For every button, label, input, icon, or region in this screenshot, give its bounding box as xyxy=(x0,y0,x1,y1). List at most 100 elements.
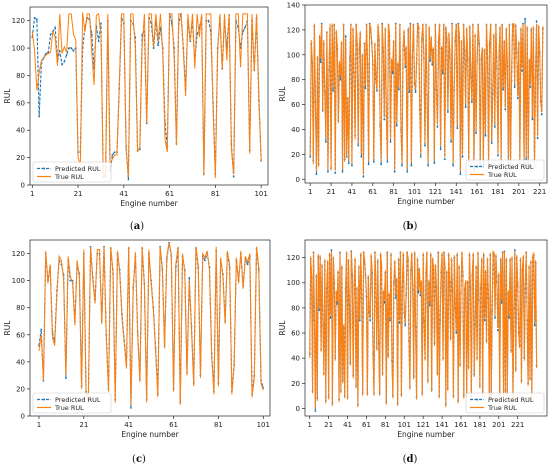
legend-box xyxy=(465,392,545,414)
y-tick-label: 20 xyxy=(291,380,300,388)
predicted-rul-point xyxy=(436,126,439,128)
x-tick-label: 1 xyxy=(308,188,312,196)
panel-d: 1 21 41 61 81 101 121 141 161 181 201 2210204060801… xyxy=(278,239,548,465)
x-axis-label: Engine number xyxy=(397,197,455,206)
predicted-rul-point xyxy=(61,63,63,66)
legend-label: True RUL xyxy=(487,404,517,412)
x-tick-label: 41 xyxy=(119,190,128,198)
predicted-rul-point xyxy=(69,279,72,282)
predicted-rul-point xyxy=(329,317,332,319)
predicted-rul-point xyxy=(419,155,422,158)
predicted-rul-point xyxy=(535,20,538,23)
predicted-rul-point xyxy=(386,160,389,163)
x-tick-label: 141 xyxy=(435,421,448,429)
predicted-rul-point xyxy=(496,329,499,332)
y-tick-label: 0 xyxy=(21,413,25,421)
predicted-rul-point xyxy=(358,319,361,322)
panel-caption: (b) xyxy=(403,221,418,232)
predicted-rul-point xyxy=(157,44,160,47)
predicted-rul-point xyxy=(372,160,375,163)
predicted-rul-point xyxy=(70,47,73,49)
predicted-rul-point xyxy=(533,324,536,327)
x-tick-label: 141 xyxy=(450,188,463,196)
predicted-rul-point xyxy=(188,277,191,279)
predicted-rul-point xyxy=(383,301,386,304)
x-tick-label: 41 xyxy=(343,421,352,429)
predicted-rul-point xyxy=(394,296,397,299)
y-tick-label: 80 xyxy=(291,76,300,84)
predicted-rul-point xyxy=(65,54,68,56)
x-tick-label: 1 xyxy=(37,421,41,429)
predicted-rul-point xyxy=(315,173,318,176)
predicted-rul-point xyxy=(341,170,344,173)
x-tick-label: 181 xyxy=(473,421,486,429)
predicted-rul-point xyxy=(397,88,400,91)
x-tick-label: 81 xyxy=(381,421,390,429)
predicted-rul-point xyxy=(49,33,52,36)
predicted-rul-point xyxy=(344,35,347,38)
predicted-rul-point xyxy=(364,87,367,90)
x-tick-label: 201 xyxy=(492,421,505,429)
legend-label: True RUL xyxy=(54,173,84,181)
x-tick-label: 41 xyxy=(124,421,133,429)
predicted-rul-point xyxy=(362,175,365,178)
predicted-rul-point xyxy=(401,164,403,167)
predicted-rul-point xyxy=(461,155,464,158)
y-tick-label: 0 xyxy=(296,405,300,413)
predicted-rul-point xyxy=(455,332,458,334)
x-tick-label: 21 xyxy=(79,421,88,429)
predicted-rul-point xyxy=(58,49,61,52)
legend-label: Predicted RUL xyxy=(488,396,534,404)
predicted-rul-point xyxy=(410,164,413,167)
y-tick-label: 40 xyxy=(16,127,25,135)
predicted-rul-point xyxy=(90,33,93,36)
predicted-rul-point xyxy=(111,153,114,156)
predicted-rul-point xyxy=(97,40,100,43)
predicted-rul-point xyxy=(33,17,36,19)
predicted-rul-point xyxy=(428,304,431,307)
y-tick-label: 20 xyxy=(16,385,25,393)
predicted-rul-point xyxy=(389,141,392,143)
y-tick-label: 100 xyxy=(12,45,25,53)
predicted-rul-point xyxy=(395,124,398,127)
predicted-rul-point xyxy=(513,86,516,89)
y-tick-label: 80 xyxy=(16,304,25,312)
y-tick-label: 40 xyxy=(16,358,25,366)
predicted-rul-point xyxy=(100,22,102,25)
y-axis-label: RUL xyxy=(3,88,12,104)
x-tick-label: 61 xyxy=(368,188,377,196)
predicted-rul-point xyxy=(443,158,446,161)
y-tick-label: 60 xyxy=(16,331,25,339)
predicted-rul-point xyxy=(45,52,47,55)
x-tick-label: 21 xyxy=(324,421,333,429)
true-rul-line xyxy=(309,23,544,175)
predicted-rul-point xyxy=(524,17,526,20)
x-tick-label: 181 xyxy=(491,188,504,196)
predicted-rul-point xyxy=(406,170,409,173)
x-tick-label: 101 xyxy=(257,421,270,429)
x-tick-label: 81 xyxy=(211,190,220,198)
y-tick-label: 60 xyxy=(291,101,300,109)
x-tick-label: 41 xyxy=(347,188,356,196)
predicted-rul-point xyxy=(68,47,70,49)
true-rul-line xyxy=(31,12,262,179)
y-axis-label: RUL xyxy=(278,86,287,102)
x-tick-label: 61 xyxy=(362,421,371,429)
predicted-rul-point xyxy=(54,26,57,29)
legend-marker xyxy=(43,167,45,170)
predicted-rul-point xyxy=(369,319,372,322)
predicted-rul-point xyxy=(531,118,534,121)
x-tick-label: 21 xyxy=(327,188,336,196)
y-tick-label: 60 xyxy=(291,330,300,338)
predicted-rul-point xyxy=(540,113,543,116)
predicted-rul-point xyxy=(339,78,342,81)
predicted-rul-point xyxy=(35,18,38,21)
true-rul-line xyxy=(309,249,538,409)
x-tick-label: 61 xyxy=(165,190,174,198)
predicted-rul-point xyxy=(513,249,516,251)
predicted-rul-point xyxy=(330,249,333,251)
predicted-rul-point xyxy=(357,144,360,147)
predicted-rul-point xyxy=(360,155,363,158)
y-tick-label: 80 xyxy=(16,72,25,80)
